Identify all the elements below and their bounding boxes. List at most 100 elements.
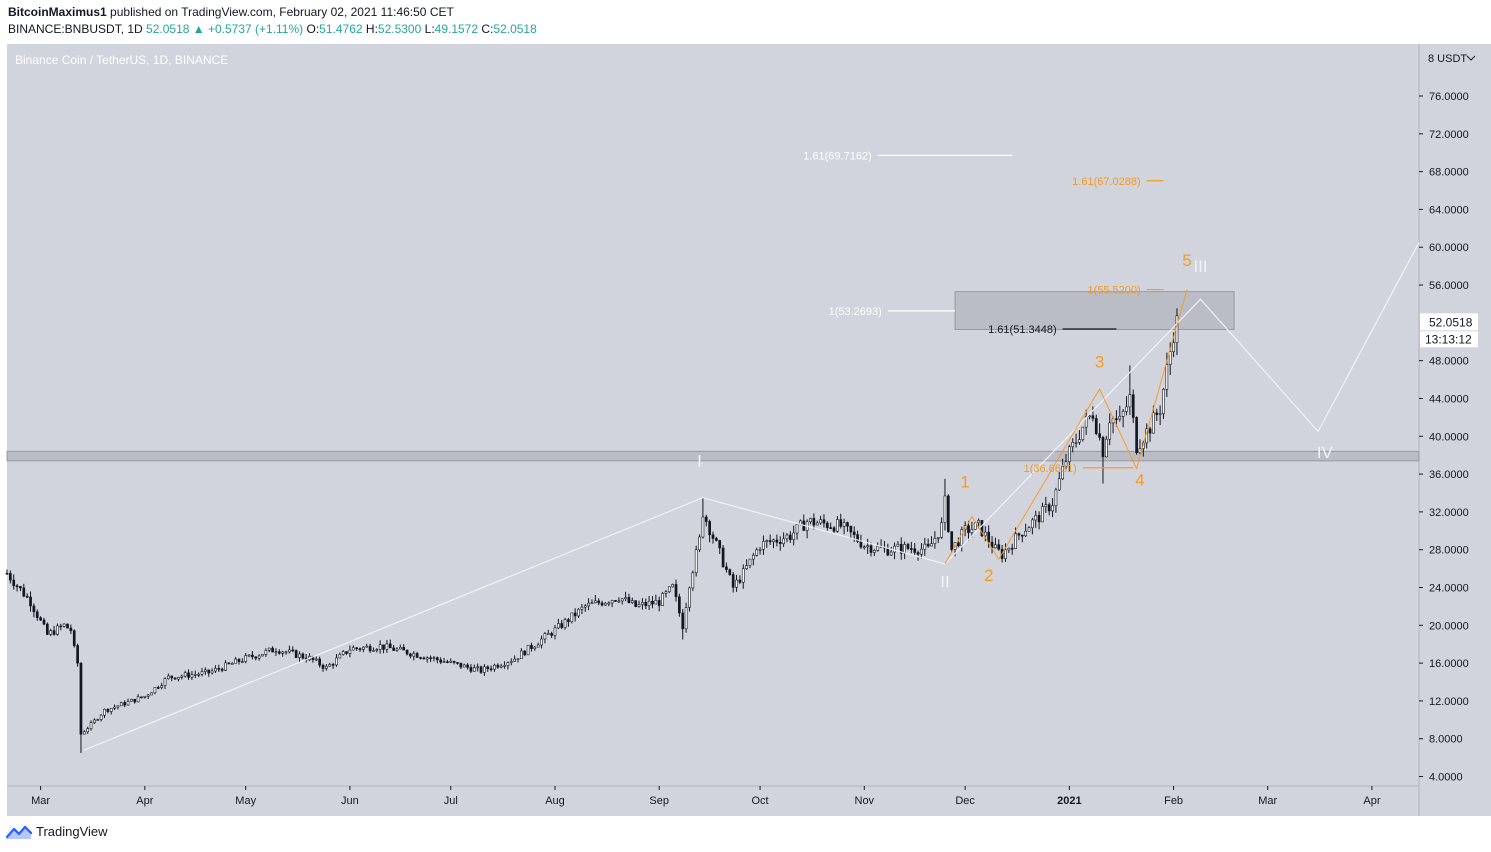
- tradingview-logo-icon[interactable]: [6, 825, 32, 839]
- candle-body: [493, 664, 496, 670]
- candle: [462, 663, 466, 668]
- candle-body: [123, 702, 127, 706]
- candle: [533, 645, 537, 651]
- candle-body: [267, 647, 271, 651]
- candle: [536, 642, 540, 648]
- candle-body: [76, 645, 79, 664]
- candle-body: [557, 623, 560, 629]
- candle: [617, 597, 621, 604]
- candle-body: [432, 657, 436, 659]
- candle: [819, 515, 822, 525]
- price-chart[interactable]: 1.61(69.7162) 1.61(67.0288) 1(55.5200) 1(53…: [0, 44, 1491, 816]
- candle: [862, 545, 866, 550]
- candle-body: [859, 541, 863, 548]
- candle-body: [1118, 416, 1122, 420]
- time-tick-label: Jun: [341, 795, 359, 807]
- candle: [1071, 438, 1075, 453]
- candle-body: [903, 544, 906, 554]
- candle: [610, 599, 614, 608]
- candle: [708, 519, 711, 543]
- candle-body: [741, 568, 745, 583]
- candle-body: [160, 685, 163, 688]
- candle-body: [217, 668, 221, 670]
- wave-label-iv: IV: [1317, 443, 1334, 462]
- candle-body: [957, 542, 960, 547]
- candle-body: [365, 645, 369, 648]
- candle: [590, 599, 594, 605]
- candle: [415, 651, 419, 658]
- candle: [624, 591, 627, 602]
- wave-label-ii: II: [940, 573, 949, 592]
- candle: [967, 520, 970, 541]
- candle-body: [180, 675, 184, 678]
- candle: [167, 673, 170, 680]
- tradingview-brand[interactable]: TradingView: [36, 824, 108, 839]
- candle: [1081, 426, 1085, 442]
- candle: [1138, 439, 1142, 455]
- candle-body: [348, 649, 352, 654]
- candle: [520, 648, 523, 659]
- price-change: 52.0518 ▲ +0.5737 (+1.11%): [146, 22, 304, 36]
- candle-body: [869, 545, 873, 553]
- candle: [540, 635, 543, 649]
- candle-body: [1162, 389, 1165, 414]
- candle-body: [469, 667, 473, 672]
- candle-body: [446, 661, 449, 663]
- candle-body: [244, 655, 248, 662]
- candle-body: [970, 529, 974, 534]
- candle-body: [725, 566, 728, 570]
- price-tick-label: 40.0000: [1429, 431, 1469, 443]
- candle-body: [486, 666, 490, 670]
- candle-body: [923, 543, 927, 550]
- candle-body: [1125, 406, 1128, 412]
- candle: [109, 707, 113, 715]
- candle-body: [1081, 426, 1085, 440]
- author-name[interactable]: BitcoinMaximus1: [8, 5, 107, 19]
- candle: [1010, 543, 1014, 555]
- candle: [96, 718, 100, 721]
- candle: [153, 687, 157, 695]
- plot-area[interactable]: [7, 44, 1419, 786]
- candle: [32, 603, 36, 618]
- time-tick-label: Aug: [545, 795, 565, 807]
- time-axis[interactable]: [7, 786, 1419, 816]
- candle-body: [876, 545, 880, 551]
- candle-body: [503, 665, 506, 667]
- time-tick-label: Oct: [752, 795, 769, 807]
- candle: [42, 617, 46, 626]
- candle: [66, 623, 69, 629]
- candle: [1078, 430, 1081, 445]
- candle-body: [795, 524, 799, 534]
- candle: [365, 643, 369, 648]
- candle-body: [889, 551, 893, 556]
- candle: [614, 599, 617, 603]
- candle-body: [530, 644, 533, 649]
- candle: [210, 668, 214, 675]
- candle-body: [261, 654, 264, 657]
- candle-body: [483, 666, 486, 673]
- price-axis[interactable]: [1419, 44, 1491, 816]
- candle: [86, 726, 90, 734]
- candle: [15, 584, 19, 592]
- candle-body: [5, 573, 9, 575]
- candle: [254, 656, 258, 661]
- candle-body: [899, 543, 903, 554]
- candle-body: [577, 608, 580, 617]
- candle: [896, 541, 900, 547]
- candle-body: [214, 668, 217, 672]
- candle: [126, 698, 130, 706]
- candle: [543, 632, 547, 644]
- candle-body: [1165, 364, 1169, 390]
- time-tick-label: May: [235, 795, 256, 807]
- candle-body: [1004, 549, 1007, 559]
- candle: [22, 583, 26, 598]
- candle: [99, 714, 103, 722]
- candle-body: [637, 604, 641, 607]
- candle: [405, 649, 409, 656]
- candle-body: [735, 579, 738, 588]
- chevron-down-icon[interactable]: [1466, 55, 1476, 61]
- candle: [1118, 405, 1122, 422]
- candle: [395, 647, 399, 652]
- candle-body: [1051, 505, 1054, 512]
- candle: [936, 537, 940, 543]
